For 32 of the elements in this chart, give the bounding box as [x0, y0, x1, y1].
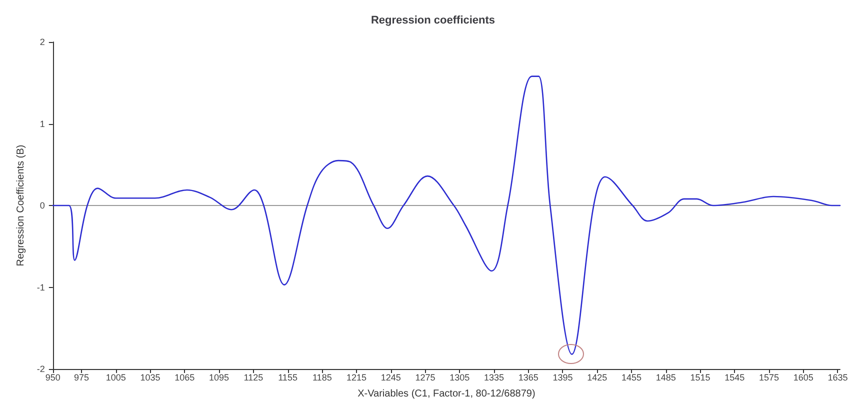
x-tick-label: 1065 [174, 372, 195, 382]
y-tick-label: -1 [36, 282, 45, 292]
x-tick-label: 1305 [450, 372, 470, 382]
x-tick-label: 1125 [244, 372, 264, 382]
chart-title: Regression coefficients [370, 14, 496, 26]
x-tick-label: 1515 [690, 372, 710, 382]
x-tick-label: 1425 [587, 372, 608, 382]
x-tick-label: 1545 [724, 372, 745, 382]
x-tick-label: 1035 [140, 372, 160, 382]
x-tick-label: 1275 [415, 372, 436, 382]
x-tick-label: 1215 [346, 372, 367, 382]
x-tick-label: 1575 [758, 372, 779, 382]
y-tick-label: 0 [40, 200, 45, 210]
x-tick-label: 1185 [312, 372, 332, 382]
x-tick-label: 1635 [828, 372, 848, 382]
x-tick-label: 950 [45, 372, 60, 382]
x-tick-label: 1245 [380, 372, 401, 382]
y-tick-label: -2 [36, 364, 45, 374]
x-tick-label: 1155 [278, 372, 298, 382]
x-tick-label: 1485 [656, 372, 676, 382]
x-tick-label: 1335 [484, 372, 504, 382]
x-tick-label: 1095 [209, 372, 230, 382]
y-axis-title: Regression Coefficients (B) [16, 144, 26, 266]
x-tick-label: 1605 [793, 372, 814, 382]
x-tick-label: 1365 [518, 372, 538, 382]
x-tick-label: 975 [74, 372, 90, 382]
x-tick-label: 1005 [106, 372, 126, 382]
x-tick-label: 1455 [621, 372, 642, 382]
x-axis-title: X-Variables (C1, Factor-1, 80-12/68879) [358, 388, 536, 400]
y-tick-label: 1 [40, 118, 45, 129]
x-tick-label: 1395 [552, 372, 573, 382]
y-tick-label: 2 [40, 37, 45, 47]
